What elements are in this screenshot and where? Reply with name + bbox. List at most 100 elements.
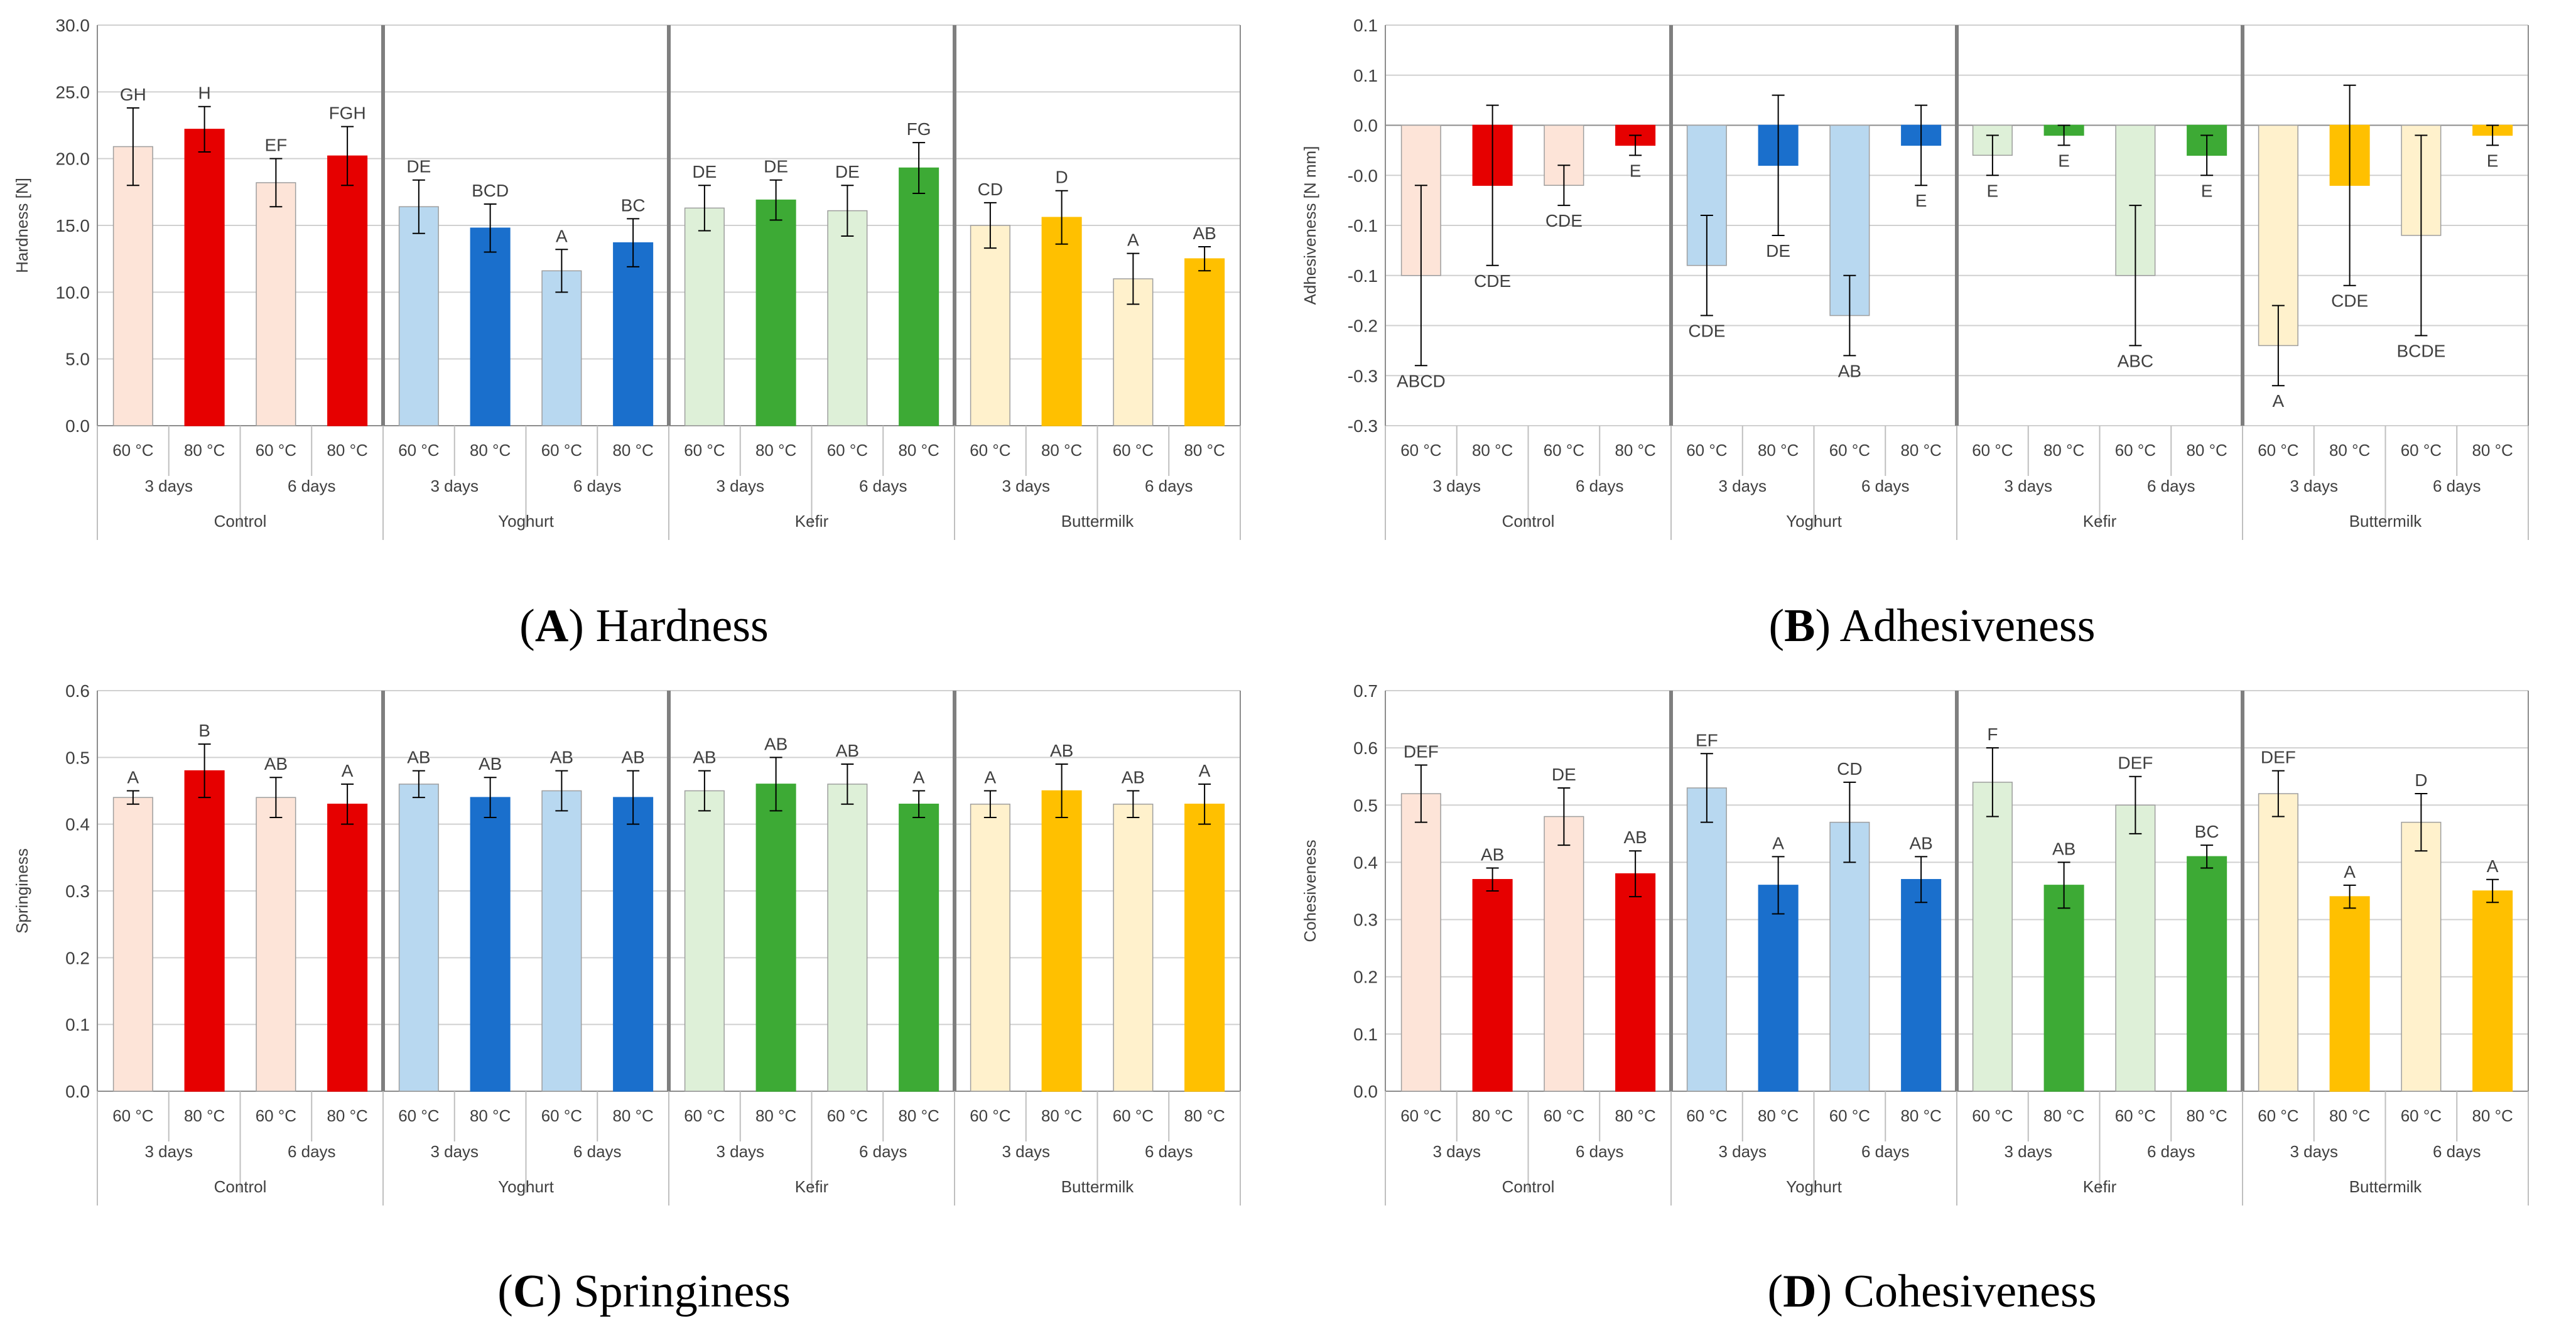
springiness-significance-letter: AB — [621, 748, 644, 767]
springiness-temp-label: 80 °C — [1041, 1106, 1082, 1125]
cohesiveness-ytick-label: 0.4 — [1353, 853, 1378, 872]
adhesiveness-ytick-label: 0.1 — [1353, 16, 1378, 35]
springiness-temp-label: 60 °C — [970, 1106, 1010, 1125]
hardness-group-label: Control — [214, 512, 267, 531]
springiness-ytick-label: 0.0 — [65, 1082, 90, 1101]
cohesiveness-ytick-label: 0.0 — [1353, 1082, 1378, 1101]
hardness-temp-label: 80 °C — [1041, 441, 1082, 460]
hardness-significance-letter: BC — [621, 195, 646, 215]
springiness-ytick-label: 0.2 — [65, 948, 90, 968]
adhesiveness-ytick-label: -0.1 — [1348, 216, 1378, 235]
cohesiveness-bar — [2115, 804, 2156, 1092]
hardness-significance-letter: H — [198, 84, 211, 103]
springiness-temp-label: 80 °C — [327, 1106, 367, 1125]
springiness-significance-letter: AB — [693, 748, 716, 767]
adhesiveness-group-label: Buttermilk — [2349, 512, 2423, 531]
adhesiveness-days-label: 6 days — [1861, 477, 1910, 495]
adhesiveness-ytick-label: 0.1 — [1353, 66, 1378, 85]
hardness-significance-letter: EF — [264, 136, 287, 155]
springiness-days-label: 3 days — [430, 1142, 479, 1161]
springiness-significance-letter: AB — [550, 748, 573, 767]
hardness-temp-label: 60 °C — [398, 441, 439, 460]
springiness-bar — [684, 790, 725, 1092]
adhesiveness-temp-label: 80 °C — [2043, 441, 2084, 460]
hardness-significance-letter: DE — [835, 162, 860, 181]
adhesiveness-ytick-label: -0.1 — [1348, 266, 1378, 286]
hardness-temp-label: 80 °C — [898, 441, 939, 460]
adhesiveness-temp-label: 80 °C — [1472, 441, 1513, 460]
cohesiveness-group-label: Kefir — [2083, 1177, 2117, 1196]
cohesiveness-temp-label: 80 °C — [1615, 1106, 1655, 1125]
springiness-significance-letter: AB — [264, 754, 288, 774]
springiness-bar — [470, 797, 511, 1092]
adhesiveness-significance-letter: E — [2487, 151, 2499, 170]
hardness-bar — [184, 129, 225, 426]
hardness-ylabel: Hardness [N] — [13, 178, 31, 273]
springiness-chart: 0.0 0.1 0.2 0.3 0.4 0.5 0.6 Springiness A 60 °C B 8… — [0, 666, 1288, 1243]
adhesiveness-significance-letter: E — [1915, 191, 1927, 210]
cohesiveness-bar — [1544, 816, 1584, 1092]
adhesiveness-days-label: 3 days — [1432, 477, 1481, 495]
cohesiveness-bar — [1615, 873, 1656, 1092]
hardness-temp-label: 60 °C — [970, 441, 1010, 460]
springiness-caption-letter: C — [512, 1266, 547, 1317]
cohesiveness-significance-letter: A — [2487, 856, 2499, 876]
adhesiveness-temp-label: 80 °C — [1900, 441, 1941, 460]
cohesiveness-bar — [2187, 856, 2227, 1092]
springiness-bar — [613, 797, 654, 1092]
adhesiveness-temp-label: 60 °C — [1972, 441, 2013, 460]
springiness-ytick-label: 0.3 — [65, 882, 90, 901]
adhesiveness-group-label: Yoghurt — [1786, 512, 1842, 531]
adhesiveness-significance-letter: ABCD — [1397, 371, 1446, 391]
cohesiveness-significance-letter: AB — [1481, 845, 1504, 865]
cohesiveness-days-label: 3 days — [2004, 1142, 2052, 1161]
cohesiveness-ylabel: Cohesiveness — [1301, 839, 1319, 942]
springiness-temp-label: 80 °C — [898, 1106, 939, 1125]
hardness-temp-label: 60 °C — [256, 441, 296, 460]
springiness-bar — [541, 790, 582, 1092]
cohesiveness-significance-letter: DEF — [2261, 748, 2296, 767]
cohesiveness-significance-letter: A — [2344, 862, 2356, 882]
springiness-days-label: 3 days — [716, 1142, 764, 1161]
adhesiveness-temp-label: 60 °C — [1400, 441, 1441, 460]
adhesiveness-caption-text: Adhesiveness — [1839, 600, 2096, 652]
hardness-days-label: 3 days — [716, 477, 764, 495]
hardness-chart-svg: 0.0 5.0 10.0 15.0 20.0 25.0 30.0 Hardness [N] GH… — [13, 16, 1241, 540]
hardness-caption-text: Hardness — [595, 600, 769, 652]
cohesiveness-days-label: 3 days — [2290, 1142, 2338, 1161]
adhesiveness-significance-letter: ABC — [2118, 351, 2154, 370]
cohesiveness-significance-letter: A — [1772, 833, 1784, 853]
adhesiveness-significance-letter: CDE — [1688, 321, 1725, 341]
springiness-bar — [184, 770, 225, 1092]
hardness-temp-label: 80 °C — [755, 441, 796, 460]
hardness-significance-letter: FGH — [329, 104, 366, 123]
adhesiveness-temp-label: 60 °C — [1544, 441, 1584, 460]
springiness-ytick-label: 0.6 — [65, 681, 90, 701]
hardness-ytick-label: 25.0 — [56, 82, 90, 102]
springiness-days-label: 6 days — [573, 1142, 622, 1161]
cohesiveness-temp-label: 60 °C — [1686, 1106, 1727, 1125]
springiness-group-label: Yoghurt — [498, 1177, 554, 1196]
springiness-temp-label: 60 °C — [684, 1106, 725, 1125]
adhesiveness-significance-letter: CDE — [1545, 211, 1583, 230]
adhesiveness-temp-label: 80 °C — [1615, 441, 1655, 460]
adhesiveness-chart-svg: -0.3 -0.3 -0.2 -0.1 -0.1 -0.0 0.0 0.1 0.1 Adhesiv… — [1301, 16, 2529, 540]
springiness-significance-letter: A — [913, 768, 925, 787]
springiness-significance-letter: AB — [1050, 741, 1073, 760]
springiness-bar — [112, 797, 153, 1092]
adhesiveness-caption: (B) Adhesiveness — [1768, 600, 2096, 652]
adhesiveness-days-label: 6 days — [1576, 477, 1624, 495]
cohesiveness-bar — [2329, 896, 2370, 1092]
cohesiveness-days-label: 6 days — [1576, 1142, 1624, 1161]
springiness-temp-label: 80 °C — [470, 1106, 511, 1125]
adhesiveness-significance-letter: DE — [1766, 241, 1790, 261]
hardness-temp-label: 60 °C — [1113, 441, 1154, 460]
hardness-days-label: 3 days — [430, 477, 479, 495]
cohesiveness-significance-letter: AB — [2052, 839, 2075, 858]
cohesiveness-significance-letter: BC — [2195, 822, 2219, 841]
springiness-ytick-label: 0.4 — [65, 815, 90, 834]
hardness-bar — [327, 155, 368, 426]
cohesiveness-significance-letter: DEF — [1404, 742, 1439, 761]
cohesiveness-caption-letter: D — [1783, 1266, 1817, 1317]
hardness-ytick-label: 15.0 — [56, 216, 90, 235]
